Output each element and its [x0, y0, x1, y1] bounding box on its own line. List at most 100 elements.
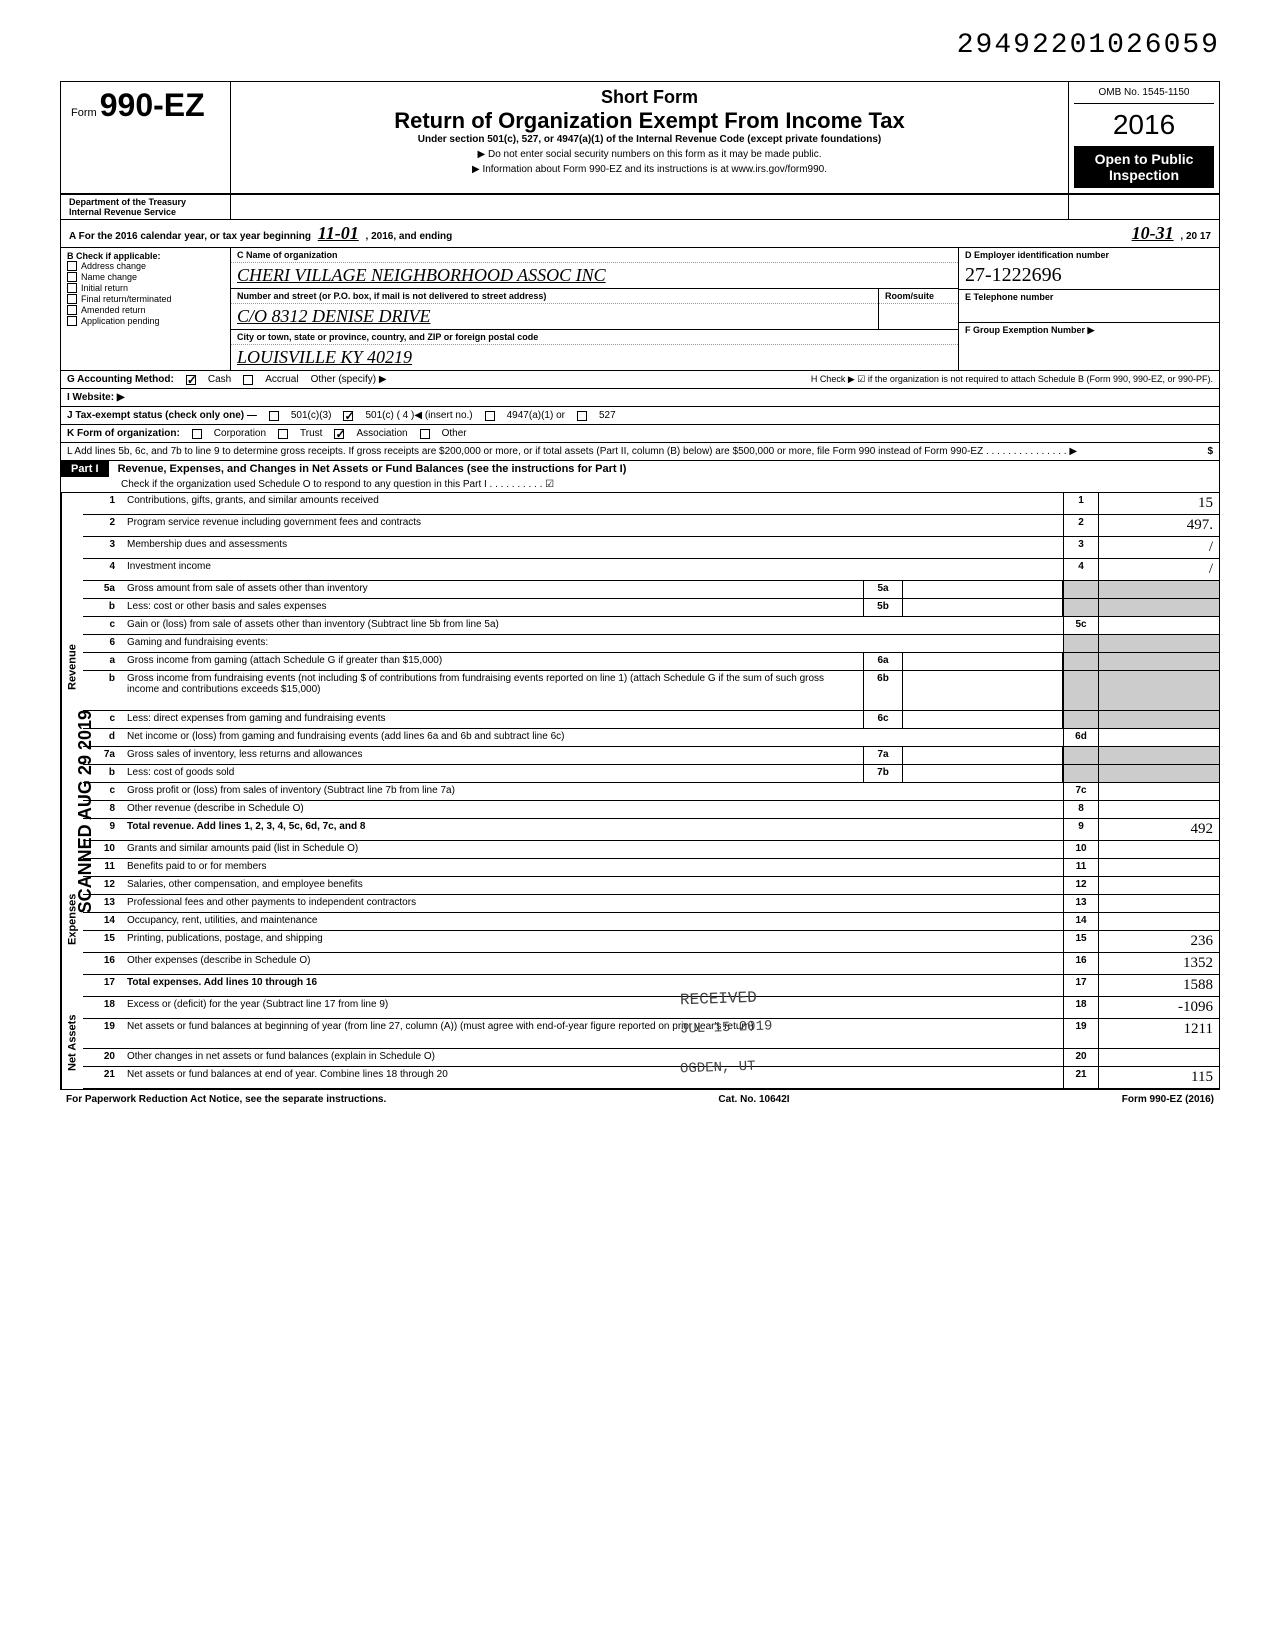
part1-title: Revenue, Expenses, and Changes in Net As… — [112, 460, 633, 478]
v15: 236 — [1099, 931, 1219, 952]
n1: 1 — [83, 493, 123, 514]
v14 — [1099, 913, 1219, 930]
d10: Grants and similar amounts paid (list in… — [123, 841, 1063, 858]
short-form-label: Short Form — [241, 87, 1058, 108]
cb-amended[interactable] — [67, 305, 77, 315]
d4: Investment income — [123, 559, 1063, 580]
d7c: Gross profit or (loss) from sales of inv… — [123, 783, 1063, 800]
d20: Other changes in net assets or fund bala… — [123, 1049, 1063, 1066]
n14: 14 — [83, 913, 123, 930]
v13 — [1099, 895, 1219, 912]
d18: Excess or (deficit) for the year (Subtra… — [123, 997, 1063, 1018]
cb-501c3[interactable] — [269, 411, 279, 421]
cb-4947[interactable] — [485, 411, 495, 421]
c-label: C Name of organization — [231, 248, 958, 263]
lbl-other: Other (specify) ▶ — [311, 374, 387, 385]
m6c: 6c — [863, 711, 903, 728]
d6: Gaming and fundraising events: — [123, 635, 1063, 652]
lbl-corp: Corporation — [214, 428, 266, 439]
ein-value: 27-1222696 — [959, 262, 1219, 289]
v21: 115 — [1099, 1067, 1219, 1088]
cb-address[interactable] — [67, 261, 77, 271]
v16: 1352 — [1099, 953, 1219, 974]
d12: Salaries, other compensation, and employ… — [123, 877, 1063, 894]
cb-initial[interactable] — [67, 283, 77, 293]
lbl-527: 527 — [599, 410, 616, 421]
section-b-header: B Check if applicable: — [67, 251, 224, 261]
e10: 10 — [1063, 841, 1099, 858]
d5b: Less: cost or other basis and sales expe… — [123, 599, 863, 616]
v5c — [1099, 617, 1219, 634]
v20 — [1099, 1049, 1219, 1066]
cb-final[interactable] — [67, 294, 77, 304]
cb-pending[interactable] — [67, 316, 77, 326]
main-title: Return of Organization Exempt From Incom… — [241, 108, 1058, 134]
footer-left: For Paperwork Reduction Act Notice, see … — [66, 1094, 386, 1105]
cb-501c[interactable] — [343, 411, 353, 421]
lbl-k-other: Other — [442, 428, 467, 439]
v6b — [1099, 671, 1219, 710]
d15: Printing, publications, postage, and shi… — [123, 931, 1063, 952]
lbl-4947: 4947(a)(1) or — [507, 410, 565, 421]
org-name: CHERI VILLAGE NEIGHBORHOOD ASSOC INC — [231, 263, 958, 288]
n6: 6 — [83, 635, 123, 652]
i-label: I Website: ▶ — [67, 392, 125, 403]
lbl-address: Address change — [81, 261, 146, 271]
f-label: F Group Exemption Number ▶ — [959, 322, 1219, 338]
d11: Benefits paid to or for members — [123, 859, 1063, 876]
cb-k-other[interactable] — [420, 429, 430, 439]
lbl-pending: Application pending — [81, 316, 160, 326]
cb-527[interactable] — [577, 411, 587, 421]
mv5b — [903, 599, 1063, 616]
lbl-final: Final return/terminated — [81, 294, 172, 304]
d6b: Gross income from fundraising events (no… — [123, 671, 863, 710]
v7c — [1099, 783, 1219, 800]
m5b: 5b — [863, 599, 903, 616]
d6a: Gross income from gaming (attach Schedul… — [123, 653, 863, 670]
n15: 15 — [83, 931, 123, 952]
e5b — [1063, 599, 1099, 616]
cb-trust[interactable] — [278, 429, 288, 439]
d19: Net assets or fund balances at beginning… — [123, 1019, 1063, 1048]
ssn-warning: ▶ Do not enter social security numbers o… — [241, 149, 1058, 160]
cb-name[interactable] — [67, 272, 77, 282]
e7c: 7c — [1063, 783, 1099, 800]
cb-corp[interactable] — [192, 429, 202, 439]
n5c: c — [83, 617, 123, 634]
d1: Contributions, gifts, grants, and simila… — [123, 493, 1063, 514]
d5c: Gain or (loss) from sale of assets other… — [123, 617, 1063, 634]
d-label: D Employer identification number — [959, 248, 1219, 262]
cb-accrual[interactable] — [243, 375, 253, 385]
n18: 18 — [83, 997, 123, 1018]
lbl-501c: 501(c) ( 4 )◀ (insert no.) — [365, 410, 472, 421]
j-label: J Tax-exempt status (check only one) — — [67, 410, 257, 421]
footer-mid: Cat. No. 10642I — [718, 1094, 789, 1105]
l-text: L Add lines 5b, 6c, and 7b to line 9 to … — [67, 446, 1077, 457]
v4: / — [1099, 559, 1219, 580]
e14: 14 — [1063, 913, 1099, 930]
received-stamp: RECEIVED — [680, 989, 757, 1010]
mv6a — [903, 653, 1063, 670]
n5b: b — [83, 599, 123, 616]
v3: / — [1099, 537, 1219, 558]
e4: 4 — [1063, 559, 1099, 580]
cb-assoc[interactable] — [334, 429, 344, 439]
e7b — [1063, 765, 1099, 782]
e13: 13 — [1063, 895, 1099, 912]
dept-treasury: Department of the Treasury — [69, 197, 222, 207]
org-city: LOUISVILLE KY 40219 — [231, 345, 958, 370]
mv7a — [903, 747, 1063, 764]
form-990ez: Form 990-EZ Short Form Return of Organiz… — [60, 81, 1220, 1090]
cb-cash[interactable] — [186, 375, 196, 385]
e8: 8 — [1063, 801, 1099, 818]
org-street: C/O 8312 DENISE DRIVE — [231, 304, 878, 329]
year-prefix: 20 — [1113, 109, 1144, 140]
form-prefix: Form — [71, 107, 97, 119]
netassets-label: Net Assets — [61, 997, 83, 1089]
e7a — [1063, 747, 1099, 764]
d2: Program service revenue including govern… — [123, 515, 1063, 536]
v5b — [1099, 599, 1219, 616]
subtitle: Under section 501(c), 527, or 4947(a)(1)… — [241, 134, 1058, 145]
d14: Occupancy, rent, utilities, and maintena… — [123, 913, 1063, 930]
e16: 16 — [1063, 953, 1099, 974]
